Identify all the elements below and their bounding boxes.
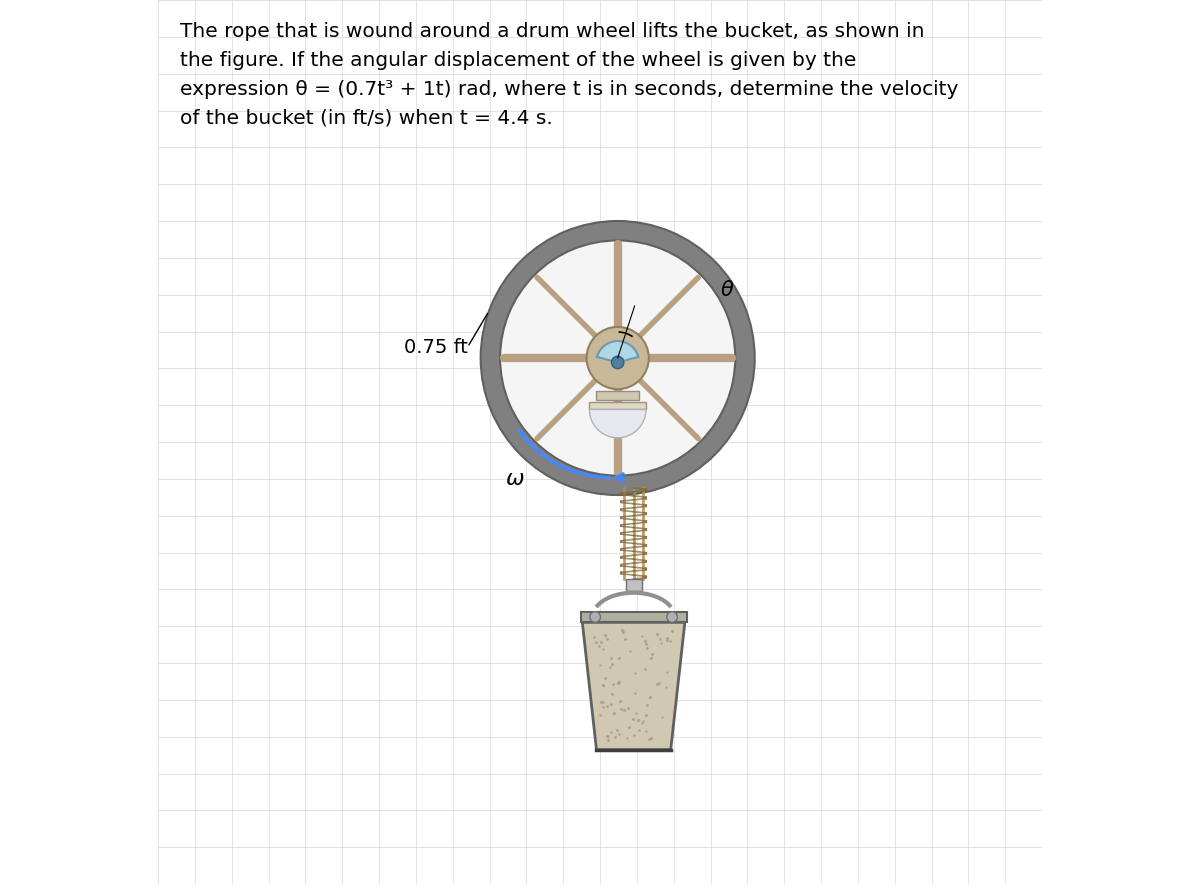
Polygon shape — [582, 622, 685, 750]
Circle shape — [590, 612, 600, 622]
Wedge shape — [598, 341, 638, 362]
Bar — [589, 402, 647, 409]
Text: 0.75 ft: 0.75 ft — [403, 338, 468, 357]
Circle shape — [587, 327, 649, 389]
Bar — [581, 612, 686, 622]
Wedge shape — [589, 409, 646, 438]
Circle shape — [667, 612, 677, 622]
Bar — [596, 391, 638, 400]
Circle shape — [612, 356, 624, 369]
Bar — [625, 579, 642, 591]
Text: ω: ω — [505, 469, 524, 489]
Text: The rope that is wound around a drum wheel lifts the bucket, as shown in
the fig: The rope that is wound around a drum whe… — [180, 22, 959, 127]
Circle shape — [500, 240, 736, 476]
Wedge shape — [481, 221, 755, 495]
Text: θ: θ — [721, 279, 733, 300]
